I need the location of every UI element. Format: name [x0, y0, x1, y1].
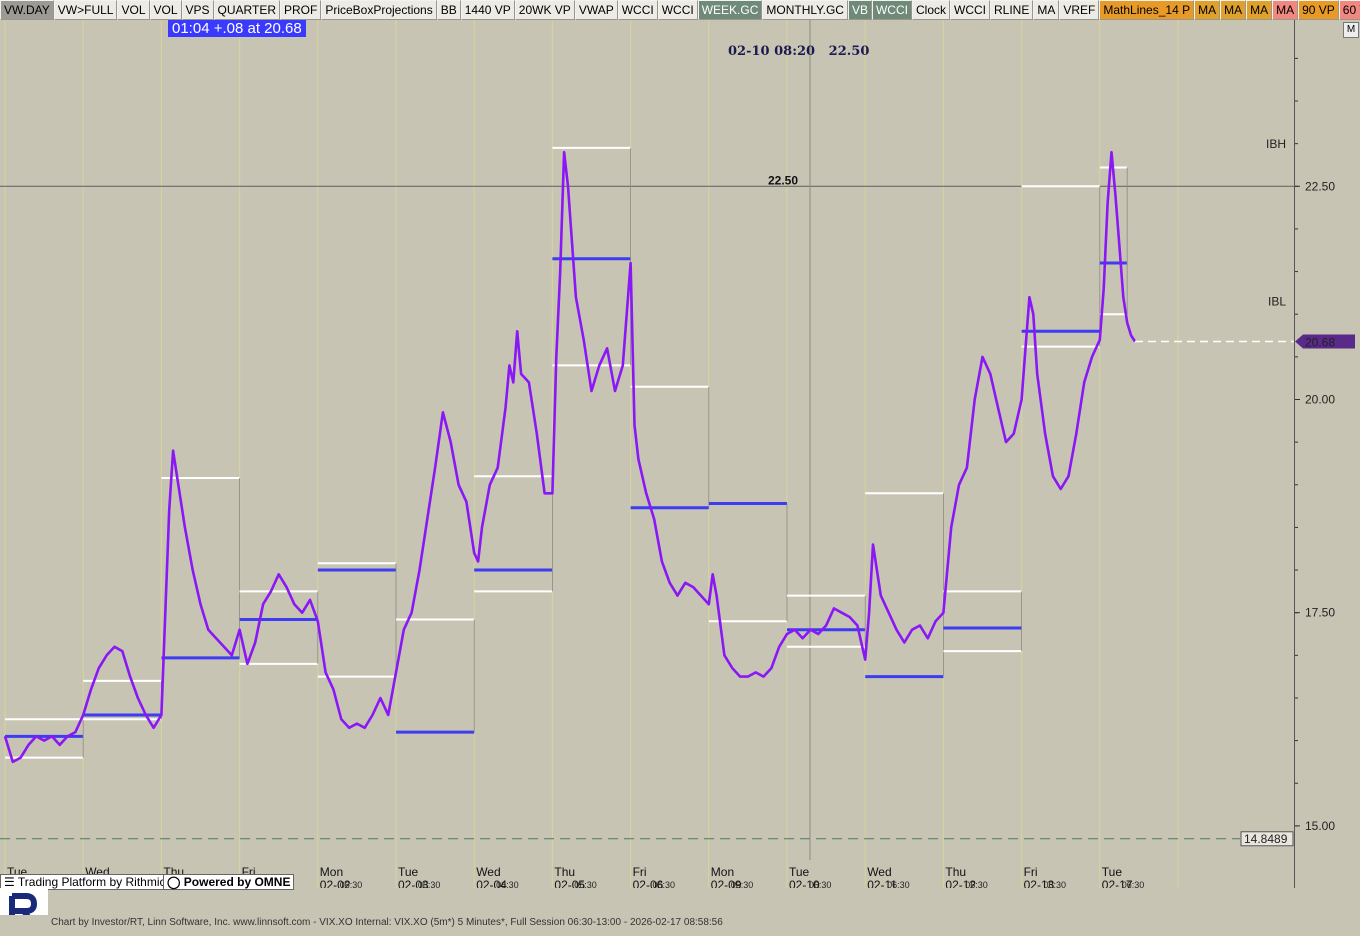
- time-label: 06:30: [496, 880, 519, 888]
- toolbar-button[interactable]: VOL: [149, 0, 182, 20]
- low-marker-box: [1240, 831, 1294, 847]
- time-label: 06:30: [809, 880, 832, 888]
- toolbar-button[interactable]: VW>FULL: [53, 0, 118, 20]
- ibh-label: IBH: [1266, 137, 1286, 151]
- hover-readout: 02-10 08:20 22.50: [728, 44, 869, 59]
- day-label: Thu: [554, 865, 575, 879]
- price-tick-label: 22.50: [1305, 179, 1335, 193]
- date-label: 02-03: [398, 878, 429, 888]
- price-axis[interactable]: 15.00 17.50 20.00 22.50 20.68: [1242, 20, 1360, 888]
- toolbar-button[interactable]: MA: [1246, 0, 1273, 20]
- toolbar-button[interactable]: Clock: [911, 0, 950, 20]
- toolbar-button[interactable]: WCCI: [617, 0, 658, 20]
- time-label: 06:30: [574, 880, 597, 888]
- toolbar-button[interactable]: WCCI: [657, 0, 698, 20]
- toolbar-button[interactable]: 90 VP: [1298, 0, 1339, 20]
- toolbar-button[interactable]: 60 VP: [1338, 0, 1360, 20]
- toolbar-button[interactable]: PriceBoxProjections: [321, 0, 437, 20]
- day-label: Fri: [1024, 865, 1038, 879]
- omne-text: Powered by OMNE: [183, 875, 291, 889]
- footer-bar: Chart by Investor/RT, Linn Software, Inc…: [0, 915, 1360, 931]
- date-label: 02-13: [1024, 878, 1055, 888]
- toolbar-button[interactable]: MA: [1272, 0, 1299, 20]
- price-tick-label: 15.00: [1305, 819, 1335, 833]
- ibl-label: IBL: [1268, 295, 1286, 309]
- time-label: 06:30: [1043, 880, 1066, 888]
- toolbar-button[interactable]: BB: [436, 0, 461, 20]
- day-label: Thu: [945, 865, 966, 879]
- date-label: 02-11: [867, 878, 897, 888]
- day-label: Wed: [867, 865, 891, 879]
- toolbar-button[interactable]: MA: [1033, 0, 1060, 20]
- toolbar-button[interactable]: VWAP: [574, 0, 618, 20]
- price-tick-label: 17.50: [1305, 606, 1335, 620]
- day-label: Mon: [320, 865, 343, 879]
- toolbar-button[interactable]: VPS: [181, 0, 214, 20]
- day-label: Tue: [1102, 865, 1123, 879]
- maximize-button[interactable]: M: [1343, 22, 1359, 38]
- toolbar-button[interactable]: WCCI: [871, 0, 912, 20]
- day-label: Mon: [711, 865, 734, 879]
- toolbar-button[interactable]: MA: [1194, 0, 1221, 20]
- footer-text: Chart by Investor/RT, Linn Software, Inc…: [51, 917, 723, 928]
- toolbar-button[interactable]: VOL: [117, 0, 150, 20]
- price-axis-svg: 15.00 17.50 20.00 22.50 20.68: [1242, 57, 1355, 847]
- toolbar-button[interactable]: WEEK.GC: [697, 0, 763, 20]
- price-series-line: [3, 150, 1137, 764]
- indicator-toolbar: VW.DAY VW>FULL VOL VOL VPS QUARTER PROF PriceBo…: [0, 0, 1360, 20]
- toolbar-button[interactable]: PROF: [279, 0, 322, 20]
- toolbar-button[interactable]: 20WK VP: [514, 0, 575, 20]
- omne-logo-icon: ◯: [167, 875, 181, 889]
- toolbar-button[interactable]: MONTHLY.GC: [762, 0, 848, 20]
- rithmic-badge: ☰ Trading Platform by Rithmic: [0, 874, 170, 890]
- price-chart-svg[interactable]: 22.50IBHIBLTue06:30Wed06:30Thu06:30Fri06…: [0, 20, 1294, 888]
- date-label: 02-12: [945, 878, 976, 888]
- time-label: 06:30: [652, 880, 675, 888]
- level-line-label: 22.50: [768, 173, 798, 187]
- toolbar-button[interactable]: MA: [1220, 0, 1247, 20]
- day-label: Tue: [398, 865, 419, 879]
- last-price-label: 20.68: [1305, 336, 1335, 350]
- time-label: 06:30: [731, 880, 754, 888]
- toolbar-button[interactable]: 1440 VP: [460, 0, 515, 20]
- omne-badge: ◯ Powered by OMNE: [163, 874, 295, 890]
- time-label: 06:30: [340, 880, 363, 888]
- toolbar-button[interactable]: QUARTER: [213, 0, 280, 20]
- time-label: 06:30: [418, 880, 441, 888]
- date-label: 02-06: [633, 878, 664, 888]
- rithmic-text: Trading Platform by Rithmic: [17, 875, 166, 889]
- toolbar-button[interactable]: VREF: [1059, 0, 1100, 20]
- toolbar-button[interactable]: MathLines_14 P: [1099, 0, 1195, 20]
- date-label: 02-02: [320, 878, 351, 888]
- low-marker-label: 14.8489: [1244, 832, 1288, 846]
- hover-value: 22.50: [828, 44, 870, 59]
- date-label: 02-05: [554, 878, 585, 888]
- day-label: Tue: [789, 865, 810, 879]
- toolbar-button[interactable]: VW.DAY: [0, 0, 54, 20]
- date-label: 02-09: [711, 878, 742, 888]
- day-label: Wed: [476, 865, 500, 879]
- toolbar-button[interactable]: VB: [847, 0, 872, 20]
- rithmic-logo-icon: ☰: [4, 875, 15, 889]
- toolbar-button[interactable]: WCCI: [950, 0, 990, 20]
- time-label: 06:30: [965, 880, 988, 888]
- price-tick-label: 20.00: [1305, 392, 1335, 406]
- hover-time: 02-10 08:20: [728, 44, 816, 59]
- time-label: 06:30: [1122, 880, 1145, 888]
- last-price-tag: [1295, 334, 1355, 349]
- status-readout: 01:04 +.08 at 20.68: [168, 20, 306, 37]
- date-label: 02-17: [1102, 878, 1133, 888]
- chart-area[interactable]: 22.50IBHIBLTue06:30Wed06:30Thu06:30Fri06…: [0, 20, 1294, 888]
- date-label: 02-10: [789, 878, 820, 888]
- time-label: 06:30: [887, 880, 910, 888]
- toolbar-button[interactable]: RLINE: [990, 0, 1034, 20]
- date-label: 02-04: [476, 878, 507, 888]
- day-label: Fri: [633, 865, 647, 879]
